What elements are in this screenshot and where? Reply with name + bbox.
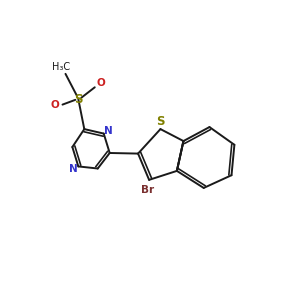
Text: O: O	[97, 78, 106, 88]
Text: Br: Br	[141, 185, 154, 195]
Text: S: S	[74, 93, 82, 106]
Text: O: O	[50, 100, 59, 110]
Text: S: S	[156, 115, 165, 128]
Text: N: N	[104, 126, 112, 136]
Text: N: N	[69, 164, 77, 174]
Text: H₃C: H₃C	[52, 62, 70, 72]
